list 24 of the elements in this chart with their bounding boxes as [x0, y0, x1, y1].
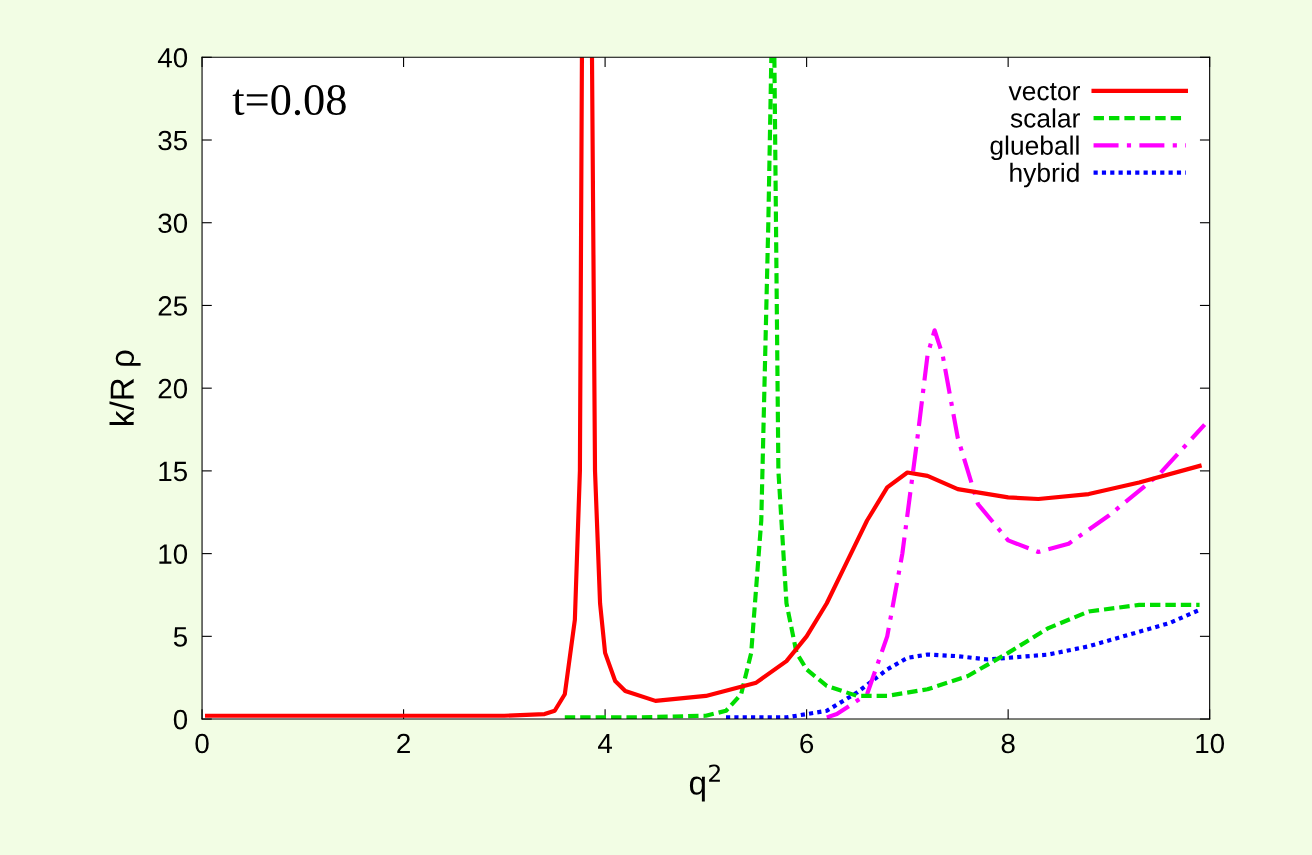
y-tick-label: 35	[158, 130, 187, 151]
y-tick-label: 5	[173, 627, 187, 647]
legend-label: hybrid	[1010, 162, 1079, 188]
y-tick-label: 10	[159, 544, 188, 564]
x-tick-label: 0	[195, 733, 209, 754]
y-tick-label: 20	[158, 378, 188, 399]
y-tick-label: 15	[159, 461, 187, 482]
y-tick-label: 40	[157, 47, 188, 68]
x-axis-title: q$^{2}$	[689, 764, 720, 802]
legend-label: vector	[1008, 83, 1080, 101]
x-tick-label: 8	[1001, 733, 1015, 754]
y-tick-label: 30	[158, 213, 188, 234]
line-series	[723, 607, 1202, 720]
x-tick-label: 6	[800, 733, 814, 754]
y-tick-label: 25	[158, 296, 187, 316]
x-tick-label: 10	[1196, 733, 1225, 754]
legend-label: scalar	[1010, 108, 1080, 128]
legend-label: glueball	[990, 135, 1079, 161]
x-tick-label: 2	[397, 733, 410, 754]
x-tick-label: 4	[598, 733, 613, 754]
annotation: t=0.08	[232, 85, 346, 116]
y-axis-title: k/R ρ	[109, 350, 141, 426]
y-tick-label: 0	[173, 709, 188, 730]
line-series	[824, 328, 1207, 720]
